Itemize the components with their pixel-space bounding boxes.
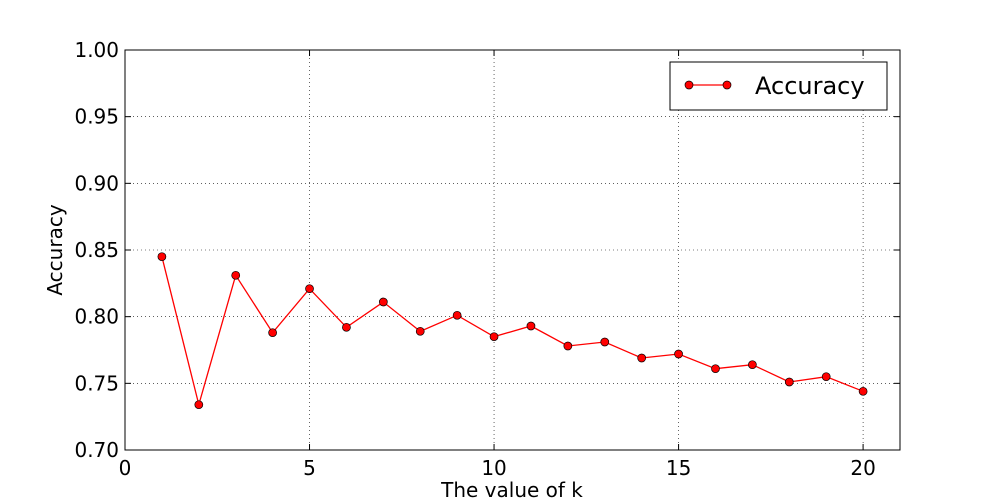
data-point [194, 400, 204, 410]
data-point [342, 322, 351, 332]
legend-marker-left [684, 80, 694, 90]
y-tick-label: 0.80 [74, 305, 119, 329]
data-point [600, 337, 610, 347]
data-point [157, 252, 167, 262]
legend-box [669, 61, 888, 111]
data-point [784, 377, 794, 387]
x-tick-label: 10 [481, 456, 506, 480]
legend: Accuracy [669, 61, 888, 111]
data-point [821, 372, 831, 382]
x-tick-label: 0 [119, 456, 132, 480]
x-axis-label: The value of k [440, 478, 583, 500]
data-point [378, 297, 388, 307]
y-tick-label: 0.70 [74, 438, 119, 462]
y-tick-label: 0.95 [74, 105, 119, 129]
data-point [674, 349, 683, 359]
data-point [858, 386, 868, 396]
ticks-layer: 0 5 10 15 20 0.70 0.75 0.80 0.85 0.90 0.95 1.00 [74, 38, 900, 480]
data-point [526, 321, 536, 331]
data-point [415, 326, 425, 336]
data-point [231, 270, 241, 280]
legend-label: Accuracy [755, 72, 865, 100]
data-point [711, 364, 720, 374]
data-point [268, 328, 277, 338]
data-point [563, 341, 573, 351]
y-axis-label: Accuracy [43, 204, 67, 295]
y-tick-label: 0.85 [74, 238, 119, 262]
series-layer [157, 252, 868, 410]
y-tick-label: 0.75 [74, 371, 119, 395]
data-point [489, 332, 499, 342]
legend-marker-right [722, 80, 732, 90]
data-point [637, 353, 647, 363]
x-tick-label: 5 [303, 456, 316, 480]
x-tick-label: 20 [850, 456, 875, 480]
series-line [161, 256, 864, 408]
data-point [452, 310, 462, 320]
x-tick-label: 15 [666, 456, 691, 480]
data-point [748, 360, 757, 370]
y-tick-label: 0.90 [74, 171, 119, 195]
y-tick-label: 1.00 [74, 38, 119, 62]
data-point [305, 284, 314, 294]
